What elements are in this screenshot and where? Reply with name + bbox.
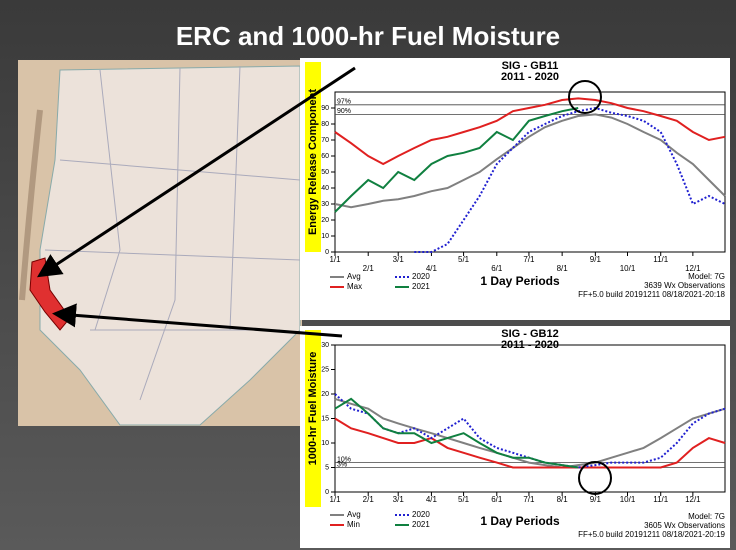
y-tick-label: 70 xyxy=(321,137,329,144)
x-tick-label: 11/1 xyxy=(653,255,669,264)
x-axis-label: 1 Day Periods xyxy=(480,514,560,528)
y-tick-label: 10 xyxy=(321,233,329,240)
x-tick-label: 6/1 xyxy=(491,264,503,273)
x-tick-label: 5/1 xyxy=(458,495,470,504)
y-tick-label: 90 xyxy=(321,105,329,112)
x-tick-label: 1/1 xyxy=(329,495,341,504)
y-axis-label: 1000-hr Fuel Moisture xyxy=(307,352,319,466)
observations-note: 3639 Wx Observations xyxy=(644,281,725,290)
legend-label: Max xyxy=(347,282,362,291)
y-tick-label: 15 xyxy=(321,415,329,422)
legend-label: Min xyxy=(347,520,360,529)
x-tick-label: 5/1 xyxy=(458,255,470,264)
y-axis-label: Energy Release Component xyxy=(307,89,319,235)
x-tick-label: 4/1 xyxy=(426,495,438,504)
y-tick-label: 25 xyxy=(321,366,329,373)
x-tick-label: 7/1 xyxy=(523,255,535,264)
y-tick-label: 20 xyxy=(321,391,329,398)
x-tick-label: 8/1 xyxy=(557,495,569,504)
legend-label: 2021 xyxy=(412,520,430,529)
x-tick-label: 12/1 xyxy=(685,495,701,504)
legend-label: 2020 xyxy=(412,272,430,281)
y-tick-label: 20 xyxy=(321,217,329,224)
chart-subtitle: 2011 - 2020 xyxy=(501,71,559,83)
y-tick-label: 10 xyxy=(321,440,329,447)
y-tick-label: 5 xyxy=(325,464,329,471)
reference-label: 3% xyxy=(337,461,347,468)
x-axis-label: 1 Day Periods xyxy=(480,274,560,288)
x-tick-label: 6/1 xyxy=(491,495,503,504)
y-tick-label: 50 xyxy=(321,169,329,176)
legend-label: 2020 xyxy=(412,510,430,519)
model-note: Model: 7G xyxy=(688,272,725,281)
y-tick-label: 80 xyxy=(321,121,329,128)
slide-title: ERC and 1000-hr Fuel Moisture xyxy=(176,21,560,51)
legend-label: 2021 xyxy=(412,282,430,291)
x-tick-label: 1/1 xyxy=(329,255,341,264)
x-tick-label: 9/1 xyxy=(590,255,602,264)
x-tick-label: 8/1 xyxy=(557,264,569,273)
y-tick-label: 40 xyxy=(321,185,329,192)
x-tick-label: 2/1 xyxy=(363,264,375,273)
map xyxy=(18,60,302,426)
slide: ERC and 1000-hr Fuel Moisture Energy Rel… xyxy=(0,0,736,550)
legend-label: Avg xyxy=(347,272,361,281)
reference-label: 90% xyxy=(337,108,351,115)
x-tick-label: 3/1 xyxy=(393,255,405,264)
build-note: FF+5.0 build 20191211 08/18/2021-20:18 xyxy=(578,290,725,299)
x-tick-label: 9/1 xyxy=(590,495,602,504)
x-tick-label: 10/1 xyxy=(620,495,636,504)
y-tick-label: 30 xyxy=(321,201,329,208)
legend-label: Avg xyxy=(347,510,361,519)
y-tick-label: 30 xyxy=(321,342,329,349)
x-tick-label: 11/1 xyxy=(653,495,669,504)
x-tick-label: 7/1 xyxy=(523,495,535,504)
build-note: FF+5.0 build 20191211 08/18/2021-20:19 xyxy=(578,530,725,539)
y-tick-label: 60 xyxy=(321,153,329,160)
reference-label: 97% xyxy=(337,99,351,106)
page: ERC and 1000-hr Fuel Moisture Energy Rel… xyxy=(0,0,736,550)
observations-note: 3605 Wx Observations xyxy=(644,521,725,530)
x-tick-label: 2/1 xyxy=(363,495,375,504)
x-tick-label: 10/1 xyxy=(620,264,636,273)
model-note: Model: 7G xyxy=(688,512,725,521)
x-tick-label: 3/1 xyxy=(393,495,405,504)
